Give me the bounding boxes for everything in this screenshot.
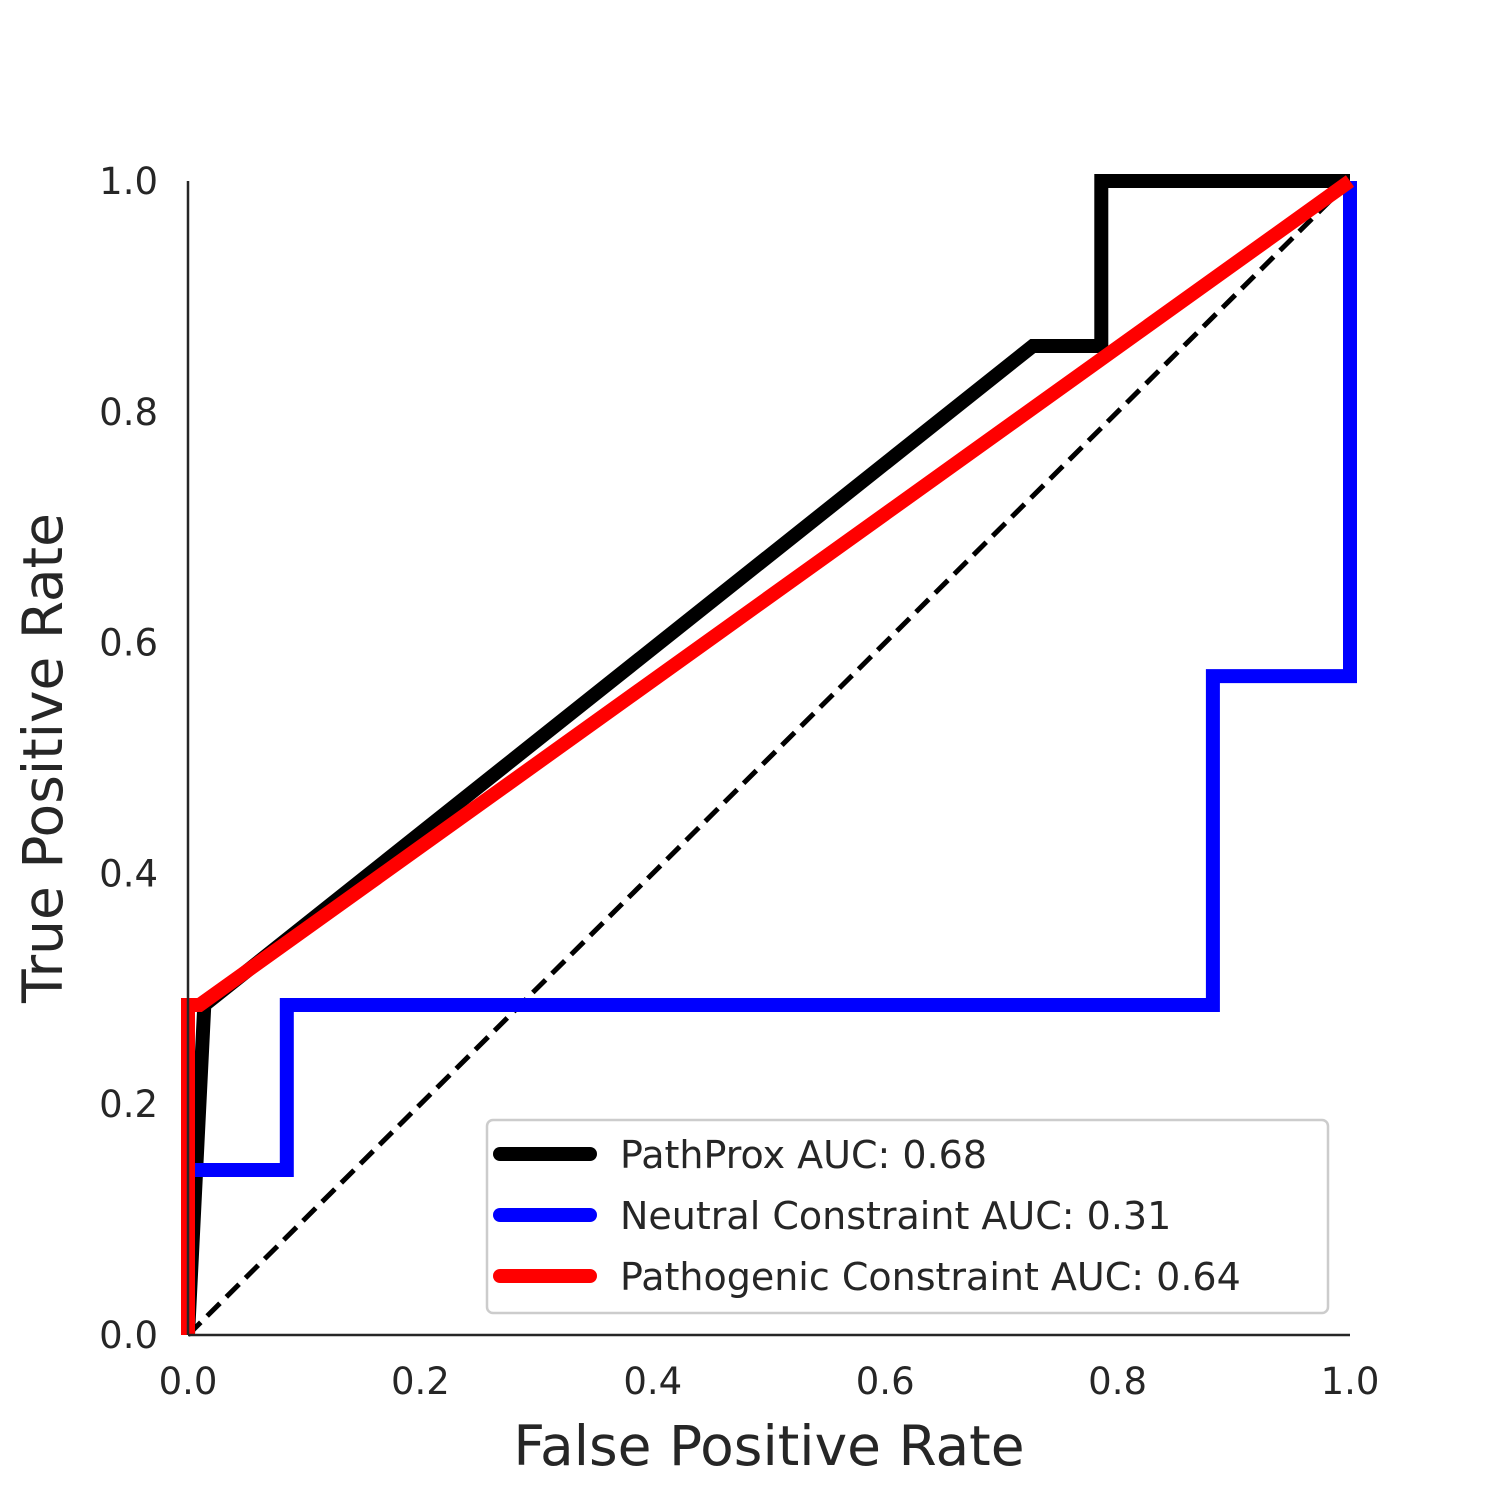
x-tick-label: 1.0	[1321, 1360, 1380, 1403]
x-tick-label: 0.0	[159, 1360, 218, 1403]
y-tick-label: 0.0	[99, 1314, 158, 1357]
legend: PathProx AUC: 0.68 Neutral Constraint AUC…	[485, 1118, 1330, 1315]
pathprox-roc-line	[181, 174, 1350, 1336]
x-axis-ticks: 0.0 0.2 0.4 0.6 0.8 1.0	[159, 1360, 1380, 1403]
neutral-constraint-roc-line	[181, 181, 1357, 1335]
y-tick-label: 1.0	[99, 160, 158, 203]
x-tick-label: 0.4	[623, 1360, 682, 1403]
y-axis-ticks: 0.0 0.2 0.4 0.6 0.8 1.0	[99, 160, 158, 1357]
y-tick-label: 0.2	[99, 1083, 158, 1126]
legend-frame	[485, 1118, 1330, 1315]
chance-diagonal-line	[186, 179, 1352, 1337]
x-tick-label: 0.8	[1088, 1360, 1147, 1403]
y-tick-label: 0.8	[99, 391, 158, 434]
y-axis-title: True Positive Rate	[11, 513, 75, 1004]
legend-label: Pathogenic Constraint AUC: 0.64	[620, 1255, 1241, 1299]
y-tick-label: 0.6	[99, 622, 158, 665]
x-tick-label: 0.2	[391, 1360, 450, 1403]
legend-label: Neutral Constraint AUC: 0.31	[620, 1194, 1171, 1238]
x-axis-title: False Positive Rate	[513, 1414, 1024, 1478]
x-tick-label: 0.6	[856, 1360, 915, 1403]
legend-label: PathProx AUC: 0.68	[620, 1133, 987, 1177]
y-tick-label: 0.4	[99, 852, 158, 895]
